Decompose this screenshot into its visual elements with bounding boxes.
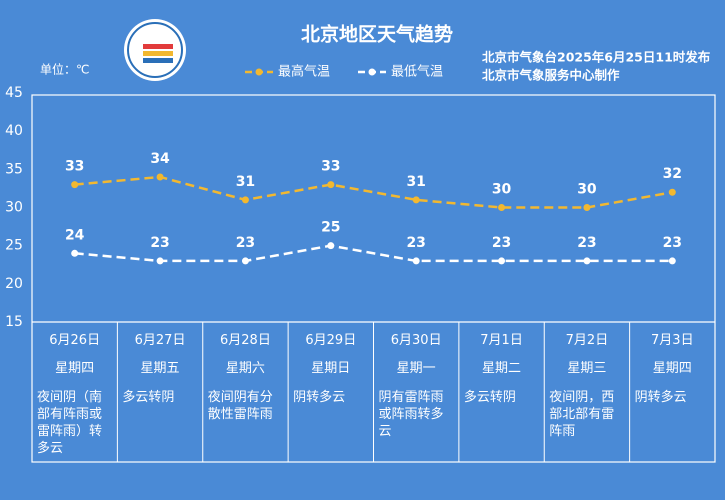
- data-label: 23: [663, 235, 682, 251]
- data-label: 25: [321, 220, 340, 236]
- weekday: 星期四: [55, 361, 95, 376]
- data-label: 31: [236, 174, 255, 190]
- data-label: 31: [406, 174, 425, 190]
- point: [498, 257, 506, 265]
- unit-label: 单位：℃: [40, 62, 89, 77]
- publisher: 北京市气象台2025年6月25日11时发布: [482, 50, 711, 65]
- point: [583, 257, 591, 265]
- point: [71, 181, 79, 189]
- data-label: 30: [492, 182, 512, 198]
- legend-dot: [255, 68, 263, 76]
- description: 阴转多云: [634, 390, 687, 405]
- legend-label: 最低气温: [391, 64, 443, 80]
- y-tick-label: 15: [5, 314, 23, 330]
- description: 夜间阴（南部有阵雨或雷阵雨）转多云: [37, 390, 103, 456]
- point: [668, 257, 676, 265]
- description: 夜间阴，西部北部有雷阵雨: [549, 390, 615, 439]
- point: [156, 173, 164, 181]
- data-label: 23: [150, 235, 169, 251]
- y-tick-label: 35: [5, 161, 23, 177]
- date: 7月3日: [651, 333, 694, 348]
- weekday: 星期五: [140, 361, 180, 376]
- weekday: 星期三: [567, 361, 607, 376]
- point: [412, 257, 420, 265]
- weekday: 星期六: [225, 361, 265, 376]
- y-tick-label: 30: [5, 200, 23, 216]
- weekday: 星期一: [396, 361, 436, 376]
- point: [71, 249, 79, 257]
- data-label: 33: [321, 159, 340, 175]
- description: 阴转多云: [293, 390, 346, 405]
- series-line: [74, 244, 673, 263]
- data-label: 23: [406, 235, 425, 251]
- point: [327, 181, 335, 189]
- data-label: 23: [492, 235, 511, 251]
- point: [156, 257, 164, 265]
- date: 6月30日: [390, 333, 442, 348]
- point: [498, 204, 506, 211]
- description: 多云转阴: [122, 390, 175, 405]
- date: 6月29日: [305, 333, 357, 348]
- y-tick-label: 20: [5, 276, 23, 292]
- data-label: 23: [577, 235, 596, 251]
- description: 阴有雷阵雨或阵雨转多云: [378, 390, 444, 439]
- date: 6月26日: [49, 333, 101, 348]
- point: [412, 196, 420, 204]
- series-line: [74, 175, 673, 209]
- date: 7月2日: [565, 333, 609, 348]
- weekday: 星期日: [311, 361, 351, 376]
- legend-label: 最高气温: [278, 64, 330, 80]
- point: [583, 204, 591, 211]
- data-label: 32: [663, 166, 682, 182]
- date: 6月27日: [134, 333, 186, 348]
- weekday: 星期四: [652, 361, 692, 376]
- chart-title: 北京地区天气趋势: [301, 23, 453, 46]
- y-tick-label: 40: [5, 123, 23, 139]
- logo: [124, 19, 186, 81]
- data-label: 23: [236, 235, 255, 251]
- y-tick-label: 25: [5, 238, 23, 254]
- date: 7月1日: [480, 333, 523, 348]
- point: [241, 196, 249, 204]
- publisher: 北京市气象服务中心制作: [482, 68, 620, 83]
- date: 6月28日: [220, 333, 271, 348]
- description: 多云转阴: [463, 390, 516, 405]
- legend-dot: [368, 68, 376, 76]
- data-label: 34: [150, 151, 170, 167]
- point: [241, 257, 249, 265]
- point: [668, 188, 676, 196]
- point: [327, 242, 335, 250]
- data-label: 24: [65, 227, 85, 243]
- weekday: 星期二: [482, 361, 522, 376]
- y-tick-label: 45: [5, 85, 23, 101]
- data-label: 30: [577, 182, 597, 198]
- data-label: 33: [65, 159, 84, 175]
- description: 夜间阴有分散性雷阵雨: [207, 390, 273, 422]
